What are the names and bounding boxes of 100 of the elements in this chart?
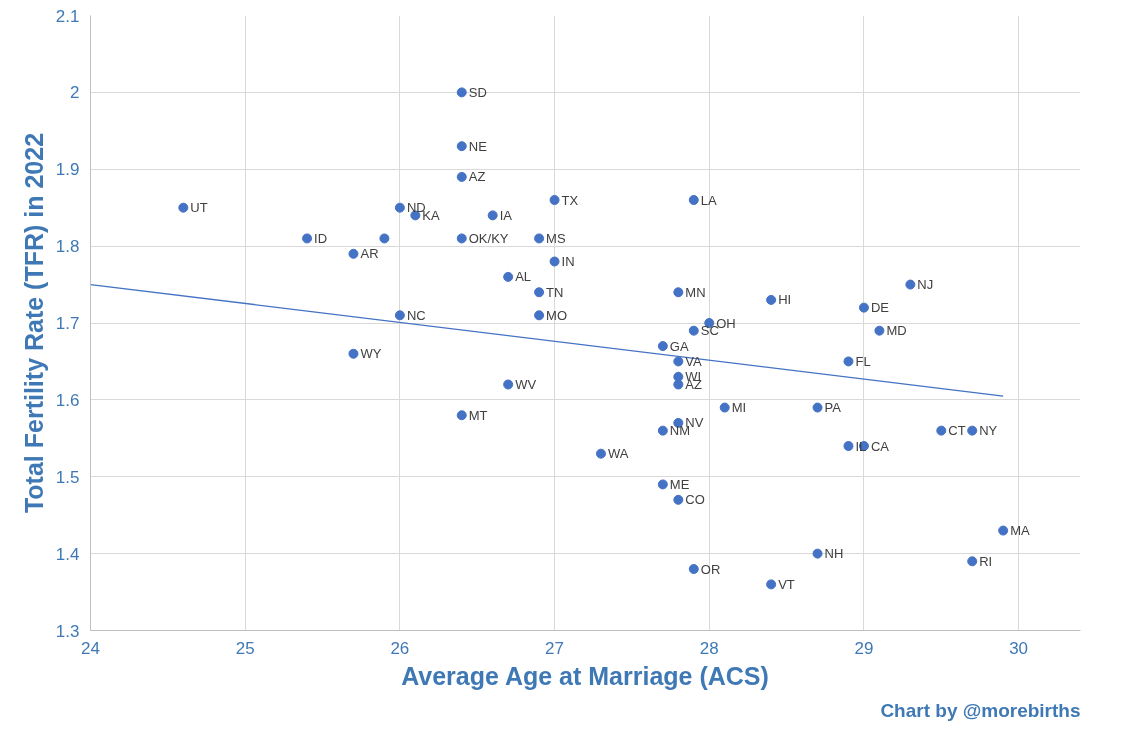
data-label: RI [979, 553, 993, 569]
data-label: NE [468, 138, 488, 154]
point [719, 402, 730, 413]
data-label: ID [314, 230, 328, 246]
data-label: CT [948, 423, 966, 439]
data-label: CA [870, 438, 890, 454]
point [657, 341, 668, 352]
data-label: MO [546, 307, 568, 323]
data-label: NH [824, 546, 844, 562]
y-axis-title: Total Fertility Rate (TFR) in 2022 [19, 132, 48, 514]
point [688, 564, 699, 574]
point [766, 579, 777, 590]
data-label: MA [1010, 523, 1030, 539]
data-label: SD [468, 84, 487, 100]
data-label: AZ [468, 169, 486, 185]
data-label: AL [515, 269, 532, 285]
data-label: NJ [917, 277, 934, 293]
point [843, 356, 854, 367]
point [456, 233, 467, 244]
point [456, 171, 467, 182]
point [348, 348, 359, 359]
point [874, 325, 885, 336]
point [766, 294, 777, 305]
data-label: NY [979, 423, 998, 439]
data-label: WV [515, 377, 537, 392]
point [657, 479, 668, 490]
point [549, 256, 560, 267]
point [534, 310, 545, 321]
x-tick-label: 29 [854, 638, 874, 658]
point [673, 287, 684, 298]
data-label: FL [855, 353, 871, 369]
data-label: MI [731, 400, 747, 416]
y-tick-label: 2 [70, 83, 80, 103]
point [456, 141, 467, 152]
point [967, 556, 978, 567]
y-tick-label: 1.3 [55, 621, 80, 641]
data-label: TX [561, 192, 579, 208]
data-label: LA [700, 192, 718, 208]
point [178, 202, 189, 213]
point [936, 425, 947, 436]
point [812, 548, 823, 559]
data-label: CO [685, 492, 705, 508]
data-label: WA [607, 446, 629, 462]
point [302, 233, 313, 244]
data-label: MS [546, 230, 566, 246]
y-tick-label: 1.5 [55, 467, 80, 487]
y-tick-label: 1.7 [55, 314, 80, 333]
point [905, 279, 916, 290]
point [673, 371, 684, 382]
data-label: PA [824, 400, 842, 416]
point [348, 248, 359, 259]
y-tick-label: 1.8 [55, 237, 80, 257]
data-label: WY [360, 346, 382, 362]
point [534, 233, 545, 244]
point [394, 202, 405, 213]
point [549, 195, 560, 205]
point [673, 379, 684, 390]
data-label: OR [700, 561, 721, 577]
data-label: DE [870, 300, 890, 316]
data-label: OK/KY [468, 230, 509, 246]
data-label: MT [468, 407, 488, 423]
point [456, 410, 467, 421]
point [858, 302, 869, 313]
data-label: VT [778, 576, 795, 592]
y-tick-label: 1.6 [55, 390, 80, 410]
point [812, 402, 823, 413]
text: Chart by @morebirths [880, 699, 1081, 721]
y-tick-label: 1.4 [55, 544, 80, 564]
point [503, 379, 514, 390]
data-label: GA [669, 338, 689, 354]
point [503, 271, 514, 282]
point [456, 87, 467, 98]
data-label: NC [406, 307, 426, 323]
data-label: TN [546, 284, 564, 300]
data-label: ME [669, 476, 690, 492]
data-label: MD [886, 323, 907, 339]
x-tick-label: 30 [1009, 638, 1029, 658]
point [688, 195, 699, 205]
y-tick-label: 2.1 [55, 6, 80, 26]
point [595, 448, 606, 459]
point [379, 233, 390, 244]
point [487, 210, 498, 221]
x-tick-label: 24 [81, 638, 100, 658]
data-label: IN [561, 254, 575, 269]
point [394, 310, 405, 321]
data-label: AR [360, 246, 379, 262]
point [967, 425, 978, 436]
data-label: HI [778, 292, 792, 308]
y-tick-label: 1.9 [55, 160, 80, 180]
x-tick-label: 28 [699, 638, 719, 658]
point [998, 525, 1009, 536]
point [688, 325, 699, 336]
x-tick-label: 25 [235, 638, 255, 658]
x-axis-title: Average Age at Marriage (ACS) [401, 661, 769, 690]
data-label: UT [190, 200, 208, 216]
point [673, 356, 684, 367]
data-label: MN [685, 284, 706, 300]
x-tick-label: 27 [545, 638, 565, 658]
point [534, 287, 545, 298]
data-label: IA [499, 207, 513, 223]
